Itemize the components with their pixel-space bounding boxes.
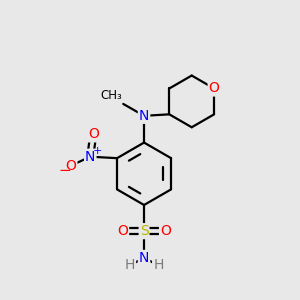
Text: H: H (153, 258, 164, 272)
Text: O: O (65, 159, 76, 172)
Text: CH₃: CH₃ (100, 89, 122, 102)
Text: N: N (85, 150, 95, 164)
Text: O: O (209, 82, 220, 95)
Text: N: N (139, 251, 149, 265)
Text: −: − (58, 164, 71, 178)
Text: O: O (117, 224, 128, 238)
Text: +: + (93, 146, 102, 156)
Text: O: O (88, 128, 99, 141)
Text: S: S (140, 224, 148, 238)
Text: N: N (139, 109, 149, 123)
Text: H: H (124, 258, 135, 272)
Text: O: O (160, 224, 171, 238)
